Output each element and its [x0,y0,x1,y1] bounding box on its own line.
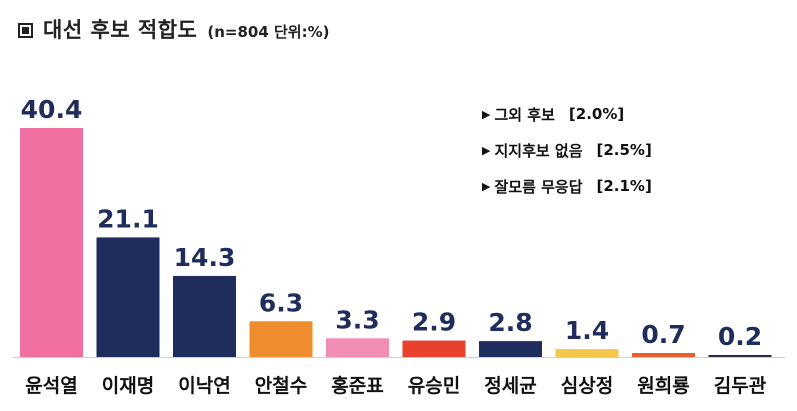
note-label: 잘모름 무응답 [494,177,583,196]
value-label: 3.3 [335,305,379,334]
note-value: [2.5%] [596,141,652,159]
value-label: 0.7 [641,320,685,349]
category-label: 심상정 [561,375,613,397]
square-bullet-icon [18,23,33,38]
value-label: 6.3 [259,288,303,317]
triangle-right-icon: ▶ [482,107,491,121]
note-box: ▶ 그외 후보 [2.0%] ▶ 지지후보 없음 [2.5%] ▶ 잘모름 무응… [482,96,652,204]
value-label: 2.8 [488,308,532,337]
value-label: 14.3 [174,243,236,272]
value-label: 1.4 [565,316,609,345]
bar-유승민 [402,340,466,357]
category-label: 이재명 [102,375,154,397]
category-label: 홍준표 [331,374,383,397]
note-value: [2.1%] [596,177,652,195]
category-label: 이낙연 [178,375,230,397]
value-label: 2.9 [412,308,456,337]
note-value: [2.0%] [568,105,625,123]
category-label: 원희룡 [637,375,689,397]
note-label: 지지후보 없음 [494,141,583,160]
category-label: 안철수 [255,375,307,397]
bar-홍준표 [326,338,389,357]
note-item: ▶ 지지후보 없음 [2.5%] [482,132,652,168]
category-label: 김두관 [714,375,767,397]
category-label: 유승민 [408,375,460,397]
value-label: 40.4 [21,95,83,124]
value-label: 21.1 [97,204,159,233]
bar-윤석열 [20,128,83,357]
bar-이낙연 [173,275,236,357]
note-item: ▶ 그외 후보 [2.0%] [482,96,652,132]
triangle-right-icon: ▶ [482,179,491,193]
chart-title-row: 대선 후보 적합도 (n=804 단위:%) [18,14,330,44]
bar-심상정 [555,349,619,357]
bar-김두관 [708,355,772,357]
note-item: ▶ 잘모름 무응답 [2.1%] [482,168,652,204]
bar-원희룡 [632,353,695,357]
note-label: 그외 후보 [494,105,555,124]
bar-정세균 [479,341,542,357]
chart-subtitle: (n=804 단위:%) [207,23,330,41]
bar-안철수 [249,321,313,357]
category-label: 정세균 [484,375,536,397]
triangle-right-icon: ▶ [482,143,491,157]
category-label: 윤석열 [25,375,77,397]
chart-title: 대선 후보 적합도 [43,18,198,42]
bar-이재명 [96,237,160,357]
value-label: 0.2 [718,322,762,351]
